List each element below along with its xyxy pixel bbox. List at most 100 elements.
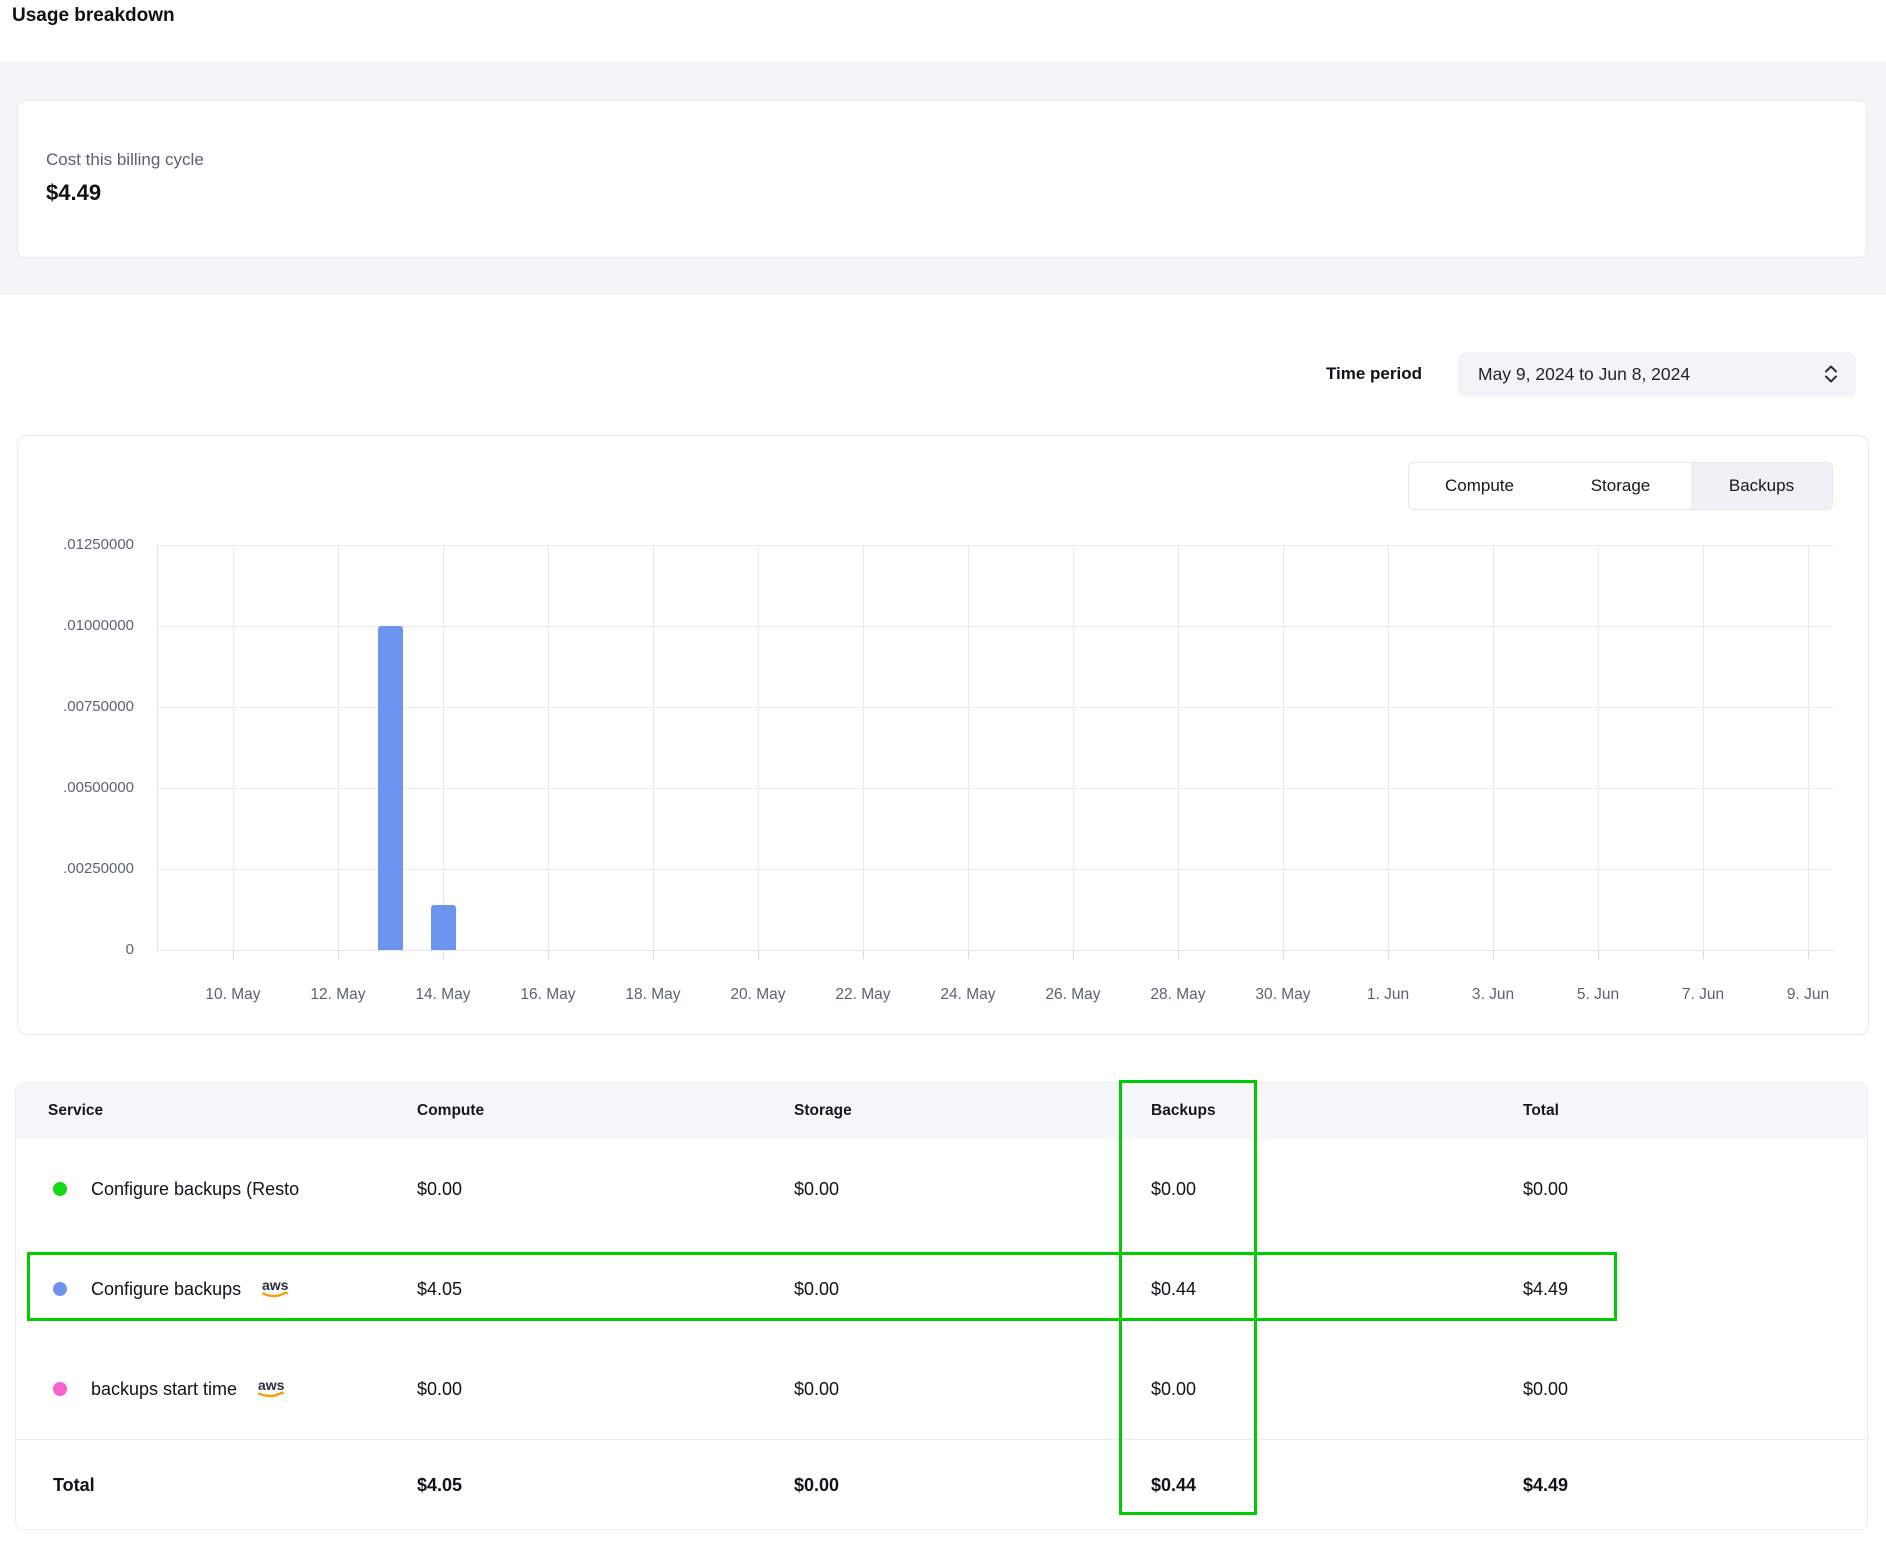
x-tickmark — [443, 951, 444, 959]
billing-cycle-value: $4.49 — [46, 180, 1866, 206]
aws-icon: aws — [259, 1277, 293, 1301]
storage-cell: $0.00 — [794, 1279, 1151, 1300]
table-row: Configure backups (Resto$0.00$0.00$0.00$… — [16, 1139, 1867, 1239]
total-row-label: Total — [16, 1475, 417, 1496]
series-color-dot — [53, 1382, 67, 1396]
gridline-v — [443, 545, 444, 950]
backups-cell: $0.44 — [1151, 1279, 1523, 1300]
x-tickmark — [863, 951, 864, 959]
gridline-v — [758, 545, 759, 950]
gridline-v — [968, 545, 969, 950]
x-tick-label: 22. May — [818, 986, 908, 1004]
column-header-service: Service — [16, 1102, 417, 1120]
aws-icon: aws — [255, 1377, 289, 1401]
compute-cell: $4.05 — [417, 1279, 794, 1300]
tab-compute[interactable]: Compute — [1409, 463, 1550, 509]
x-tick-label: 18. May — [608, 986, 698, 1004]
total-backups-cell: $0.44 — [1151, 1475, 1523, 1496]
y-tick-label: .00750000 — [46, 698, 134, 715]
series-color-dot — [53, 1282, 67, 1296]
usage-chart-plot: 10. May12. May14. May16. May18. May20. M… — [157, 545, 1833, 950]
y-tick-label: .00250000 — [46, 860, 134, 877]
backups-cell: $0.00 — [1151, 1379, 1523, 1400]
total-storage-cell: $0.00 — [794, 1475, 1151, 1496]
gridline-v — [1493, 545, 1494, 950]
time-period-value: May 9, 2024 to Jun 8, 2024 — [1478, 364, 1820, 385]
gridline-v — [653, 545, 654, 950]
svg-text:aws: aws — [258, 1377, 285, 1393]
x-tickmark — [1283, 951, 1284, 959]
total-cell: $4.49 — [1523, 1279, 1867, 1300]
updown-chevron-icon — [1820, 361, 1842, 387]
x-tick-label: 5. Jun — [1553, 986, 1643, 1004]
series-color-dot — [53, 1182, 67, 1196]
gridline-v — [233, 545, 234, 950]
x-tick-label: 16. May — [503, 986, 593, 1004]
gridline-v — [548, 545, 549, 950]
table-total-row: Total$4.05$0.00$0.44$4.49 — [16, 1439, 1867, 1530]
billing-cycle-card: Cost this billing cycle $4.49 — [17, 100, 1867, 258]
gridline-v — [1283, 545, 1284, 950]
usage-chart-card: ComputeStorageBackups .01250000.01000000… — [17, 435, 1869, 1035]
x-tickmark — [548, 951, 549, 959]
x-tickmark — [653, 951, 654, 959]
time-period-select[interactable]: May 9, 2024 to Jun 8, 2024 — [1458, 352, 1856, 397]
column-header-compute: Compute — [417, 1102, 794, 1120]
service-name: Configure backups — [91, 1279, 241, 1300]
y-axis-line — [157, 545, 158, 950]
total-compute-cell: $4.05 — [417, 1475, 794, 1496]
summary-band: Cost this billing cycle $4.49 — [0, 62, 1886, 295]
x-tick-label: 24. May — [923, 986, 1013, 1004]
chart-bar — [378, 626, 403, 950]
tab-backups[interactable]: Backups — [1691, 463, 1832, 509]
x-tick-label: 30. May — [1238, 986, 1328, 1004]
compute-cell: $0.00 — [417, 1179, 794, 1200]
x-tick-label: 26. May — [1028, 986, 1118, 1004]
time-period-label: Time period — [1326, 364, 1422, 384]
x-tickmark — [1178, 951, 1179, 959]
x-tickmark — [758, 951, 759, 959]
total-cell: $0.00 — [1523, 1379, 1867, 1400]
billing-cycle-label: Cost this billing cycle — [46, 149, 1866, 171]
service-cell: backups start time aws — [16, 1377, 417, 1401]
x-tick-label: 9. Jun — [1763, 986, 1853, 1004]
compute-cell: $0.00 — [417, 1379, 794, 1400]
time-period-row: Time period May 9, 2024 to Jun 8, 2024 — [1326, 351, 1856, 397]
total-total-cell: $4.49 — [1523, 1475, 1867, 1496]
usage-table: ServiceComputeStorageBackupsTotal Config… — [15, 1082, 1868, 1530]
service-name: backups start time — [91, 1379, 237, 1400]
table-row: Configure backups aws $4.05$0.00$0.44$4.49 — [16, 1239, 1867, 1339]
service-cell: Configure backups aws — [16, 1277, 417, 1301]
x-tick-label: 20. May — [713, 986, 803, 1004]
x-tick-label: 10. May — [188, 986, 278, 1004]
x-tickmark — [338, 951, 339, 959]
service-name: Configure backups (Resto — [91, 1179, 299, 1200]
gridline-h — [157, 788, 1833, 789]
gridline-v — [1808, 545, 1809, 950]
x-tick-label: 1. Jun — [1343, 986, 1433, 1004]
tab-storage[interactable]: Storage — [1550, 463, 1691, 509]
table-row: backups start timeaws$0.00$0.00$0.00$0.0… — [16, 1339, 1867, 1439]
x-tickmark — [1703, 951, 1704, 959]
column-header-backups: Backups — [1151, 1102, 1523, 1120]
x-tickmark — [968, 951, 969, 959]
x-tickmark — [233, 951, 234, 959]
x-tick-label: 3. Jun — [1448, 986, 1538, 1004]
chart-y-axis: .01250000.01000000.00750000.00500000.002… — [46, 545, 134, 950]
column-header-total: Total — [1523, 1102, 1867, 1120]
svg-text:aws: aws — [262, 1277, 289, 1293]
x-tickmark — [1388, 951, 1389, 959]
gridline-v — [1598, 545, 1599, 950]
gridline-h — [157, 626, 1833, 627]
table-header-row: ServiceComputeStorageBackupsTotal — [16, 1083, 1867, 1139]
chart-bar — [431, 905, 456, 950]
gridline-v — [1388, 545, 1389, 950]
storage-cell: $0.00 — [794, 1179, 1151, 1200]
storage-cell: $0.00 — [794, 1379, 1151, 1400]
backups-cell: $0.00 — [1151, 1179, 1523, 1200]
column-header-storage: Storage — [794, 1102, 1151, 1120]
gridline-v — [338, 545, 339, 950]
y-tick-label: 0 — [46, 941, 134, 958]
x-tick-label: 14. May — [398, 986, 488, 1004]
gridline-v — [863, 545, 864, 950]
